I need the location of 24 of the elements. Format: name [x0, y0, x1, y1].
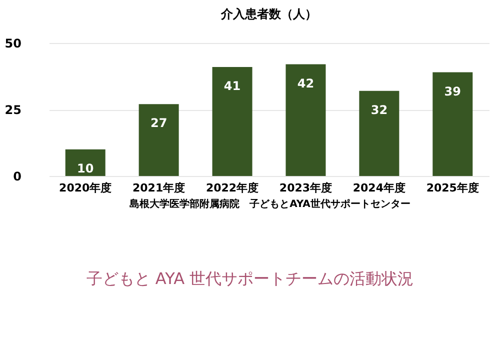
data-label: 39 — [444, 84, 461, 98]
text: 子どもと AYA 世代サポートチームの活動状況 — [85, 269, 415, 290]
y-tick-label: 25 — [4, 103, 22, 117]
bar — [212, 66, 252, 176]
bar — [65, 149, 106, 176]
x-tick-label: 2020年度 — [59, 182, 112, 194]
y-tick-label: 0 — [13, 170, 22, 184]
chart-title: 介入患者数（人） — [220, 7, 317, 21]
data-label: 27 — [150, 116, 168, 130]
bar — [286, 64, 326, 176]
y-tick-label: 50 — [4, 36, 22, 50]
x-tick-label: 2022年度 — [206, 182, 259, 194]
data-label: 41 — [224, 78, 241, 93]
data-label: 10 — [77, 161, 94, 176]
x-tick-label: 2024年度 — [352, 182, 406, 194]
data-label: 32 — [370, 102, 388, 117]
bar — [138, 104, 179, 176]
bar — [359, 90, 400, 176]
text: 島根大学医学部附属病院 子どもとAYA世代サポートセンター — [128, 198, 412, 211]
x-tick-label: 2025年度 — [426, 182, 479, 194]
x-tick-label: 2021年度 — [132, 182, 186, 194]
bar — [432, 72, 473, 176]
data-label: 42 — [297, 76, 314, 90]
x-tick-label: 2023年度 — [279, 182, 332, 194]
